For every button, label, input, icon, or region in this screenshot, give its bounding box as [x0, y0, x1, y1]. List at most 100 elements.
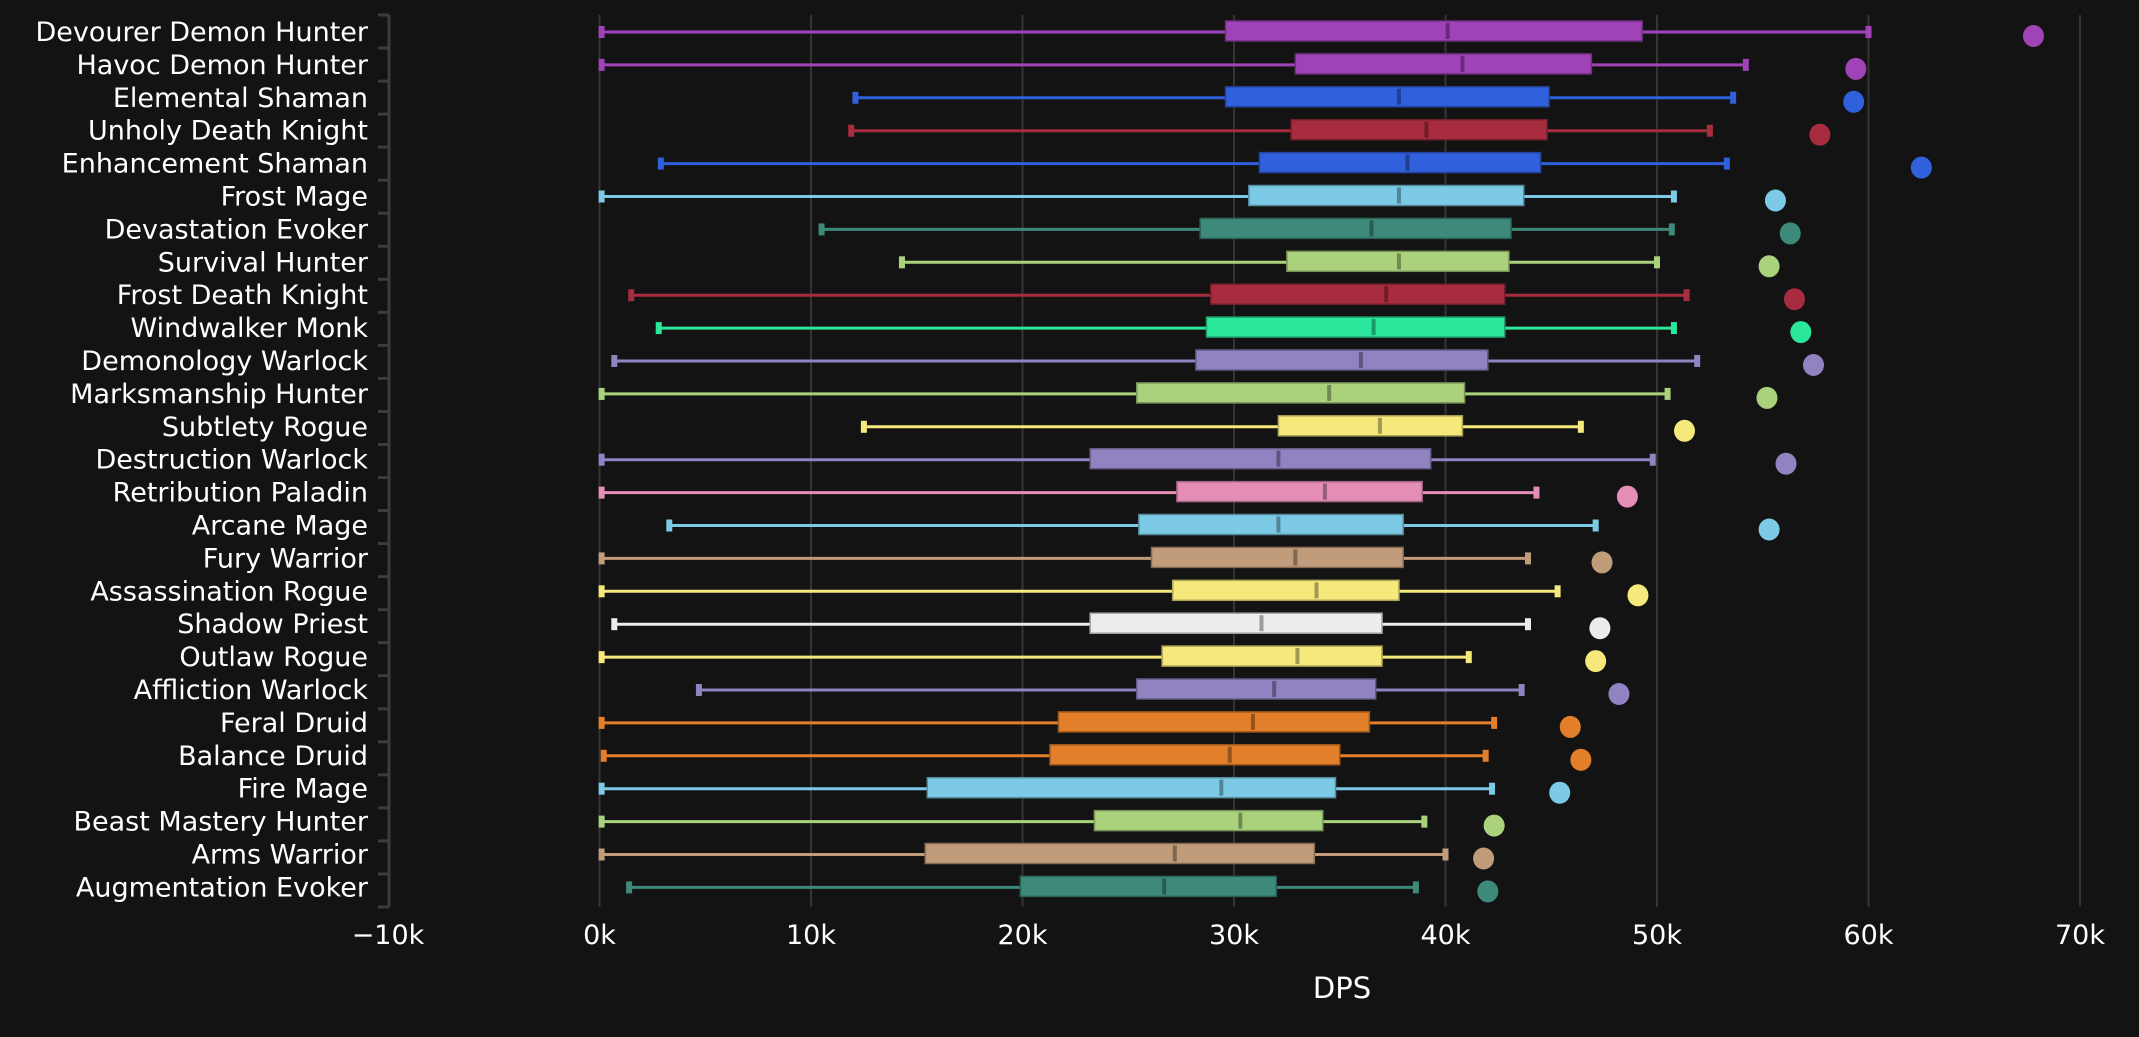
whisker-cap-max: [1683, 289, 1690, 302]
iqr-box: [1093, 809, 1324, 832]
category-label: Unholy Death Knight: [88, 116, 368, 147]
y-axis: [378, 13, 391, 909]
whisker-cap-min: [860, 420, 867, 433]
box-group: [598, 53, 1749, 75]
whisker-cap-max: [1694, 355, 1701, 367]
iqr-box: [1057, 711, 1371, 733]
iqr-box: [1199, 217, 1512, 240]
iqr-box: [1224, 86, 1550, 108]
whisker-cap-max: [1491, 716, 1498, 729]
whisker-cap-min: [611, 355, 618, 367]
category-label: Augmentation Evoker: [76, 872, 369, 903]
whisker-cap-max: [1421, 815, 1428, 828]
box-group: [598, 20, 1872, 42]
whisker-cap-max: [1524, 618, 1531, 631]
x-tick-labels: −10k 0k 10k 20k 30k 40k 50k 60k 70k: [352, 920, 2106, 951]
median-line: [1251, 713, 1256, 730]
box-group: [860, 415, 1584, 437]
whisker-cap-max: [1554, 585, 1561, 598]
category-label: Marksmanship Hunter: [70, 379, 369, 410]
category-label: Survival Hunter: [158, 247, 369, 278]
whisker-cap-max: [1670, 322, 1677, 335]
whisker-cap-min: [598, 552, 605, 565]
top-marker-dot: [1779, 222, 1801, 245]
median-line: [1396, 88, 1401, 105]
box-group: [818, 217, 1675, 240]
category-label: Demonology Warlock: [81, 346, 368, 377]
top-marker-dot: [1549, 781, 1571, 804]
median-line: [1396, 187, 1401, 204]
top-marker-dot: [1843, 90, 1865, 113]
category-label: Affliction Warlock: [134, 675, 369, 706]
whisker-cap-max: [1524, 552, 1531, 565]
whisker-cap-min: [628, 289, 635, 302]
box-group: [598, 711, 1498, 733]
whisker-cap-max: [1723, 157, 1730, 170]
boxes: [598, 20, 1872, 898]
x-axis-title: DPS: [1313, 971, 1371, 1005]
whisker-cap-min: [818, 223, 825, 236]
top-marker-dot: [1570, 748, 1592, 771]
category-label: Fire Mage: [238, 774, 368, 805]
median-line: [1371, 319, 1376, 336]
x-tick-label: 50k: [1632, 920, 1682, 951]
whisker-cap-max: [1730, 91, 1737, 104]
iqr-box: [1049, 744, 1341, 766]
median-line: [1172, 845, 1177, 862]
top-marker-dot: [1559, 715, 1581, 738]
median-line: [1445, 23, 1450, 39]
whisker-cap-min: [598, 387, 605, 400]
whisker-cap-max: [1706, 124, 1713, 137]
x-tick-label: 70k: [2055, 920, 2105, 951]
whisker-cap-min: [598, 26, 605, 38]
whisker-cap-min: [598, 716, 605, 729]
whisker-cap-max: [1742, 58, 1749, 71]
iqr-box: [1277, 415, 1464, 437]
whisker-cap-min: [666, 519, 673, 532]
whisker-cap-min: [655, 322, 662, 335]
top-marker-dot: [1756, 386, 1778, 409]
category-label: Elemental Shaman: [113, 83, 368, 114]
whisker-cap-min: [598, 782, 605, 795]
whisker-cap-max: [1865, 26, 1872, 38]
category-label: Assassination Rogue: [90, 576, 368, 607]
whisker-cap-min: [598, 651, 605, 664]
top-marker-dot: [1809, 123, 1831, 146]
whisker-cap-max: [1592, 519, 1599, 532]
top-marker-dot: [1910, 156, 1932, 179]
top-marker-dot: [1585, 650, 1607, 673]
box-group: [598, 842, 1449, 865]
box-group: [657, 151, 1730, 174]
x-tick-label: 0k: [583, 920, 616, 951]
box-group: [598, 809, 1428, 832]
box-group: [628, 283, 1690, 305]
box-group: [611, 349, 1701, 371]
top-marker-dot: [2022, 25, 2044, 47]
whisker-cap-min: [611, 618, 618, 631]
whisker-cap-max: [1668, 223, 1675, 236]
x-tick-label: 40k: [1421, 920, 1471, 951]
box-group: [611, 612, 1531, 634]
whisker-cap-max: [1664, 387, 1671, 400]
whisker-cap-max: [1670, 190, 1677, 203]
median-line: [1369, 220, 1374, 237]
iqr-box: [1248, 184, 1525, 207]
whisker-cap-max: [1577, 420, 1584, 433]
category-label: Feral Druid: [220, 708, 368, 739]
whisker-cap-min: [598, 815, 605, 828]
top-marker-dot: [1783, 288, 1805, 311]
whisker-cap-min: [695, 684, 702, 696]
iqr-box: [1171, 579, 1400, 602]
iqr-box: [1176, 480, 1423, 503]
box-group: [600, 744, 1489, 766]
top-marker-dot: [1790, 321, 1812, 344]
median-line: [1259, 615, 1264, 632]
median-line: [1314, 582, 1319, 599]
top-marker-dot: [1845, 57, 1867, 80]
box-group: [852, 86, 1737, 108]
box-group: [626, 875, 1419, 898]
whisker-cap-min: [657, 157, 664, 170]
whisker-cap-max: [1518, 684, 1525, 696]
